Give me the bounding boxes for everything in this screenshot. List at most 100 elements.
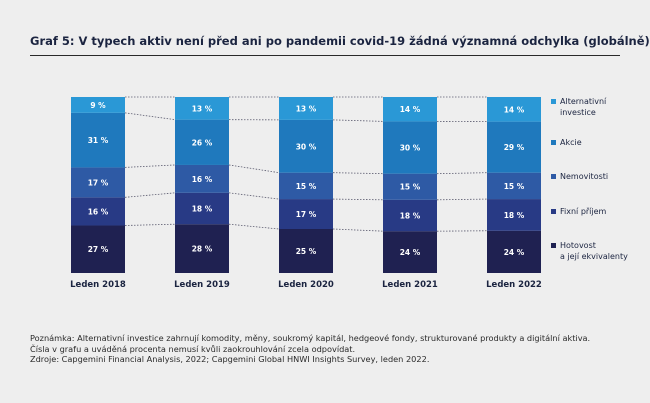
- bar-stacks: 27 %16 %17 %31 %9 %28 %18 %16 %26 %13 %2…: [71, 97, 541, 273]
- data-label: 13 %: [192, 104, 213, 113]
- bar-segment: [279, 172, 333, 200]
- connector-line: [332, 198, 384, 201]
- legend-swatch: [551, 209, 556, 214]
- legend-swatch: [551, 140, 556, 145]
- data-label: 29 %: [504, 143, 525, 152]
- data-label: 30 %: [296, 142, 317, 151]
- legend-label: a její ekvivalenty: [560, 252, 628, 261]
- data-label: 27 %: [88, 245, 109, 254]
- bar-stack: 25 % 17 % 15 % 30 % 13 %: [279, 97, 333, 273]
- bar-segment: [279, 97, 333, 120]
- data-label: 18 %: [192, 205, 213, 214]
- bar-stack: 24 % 18 % 15 % 29 % 14 %: [487, 97, 541, 273]
- legend-item: Fixní příjem: [551, 207, 607, 216]
- connector-line: [124, 223, 176, 226]
- bar-segment: [487, 172, 541, 200]
- legend-swatch: [551, 99, 556, 104]
- legend-label: investice: [560, 108, 596, 117]
- legend-swatch: [551, 174, 556, 179]
- legend-item: Nemovitosti: [551, 172, 608, 181]
- connector-line: [332, 228, 384, 232]
- connector-line: [332, 172, 384, 175]
- legend-label: Hotovost: [560, 241, 596, 250]
- data-label: 30 %: [400, 144, 421, 153]
- data-label: 15 %: [296, 182, 317, 191]
- footnote-sources: Zdroje: Capgemini Financial Analysis, 20…: [30, 354, 430, 365]
- bar-segment: [487, 97, 541, 122]
- bar-segment: [383, 173, 437, 200]
- title-divider: [30, 55, 620, 56]
- legend-label: Alternativní: [560, 97, 607, 106]
- data-label: 15 %: [504, 182, 525, 191]
- footnote-rounding: Čísla v grafu a uváděná procenta nemusí …: [30, 343, 356, 354]
- bar-segment: [175, 192, 229, 225]
- bar-segment: [383, 231, 437, 273]
- connector-line: [436, 172, 488, 175]
- connector-line: [124, 164, 176, 168]
- data-label: 17 %: [296, 210, 317, 219]
- data-label: 16 %: [192, 175, 213, 184]
- bar-segment: [71, 167, 125, 198]
- bar-segment: [71, 97, 125, 113]
- data-label: 28 %: [192, 245, 213, 254]
- connector-line: [124, 112, 176, 121]
- data-label: 24 %: [504, 248, 525, 257]
- bar-segment: [487, 230, 541, 273]
- bar-segment: [279, 229, 333, 273]
- legend-item: Alternativní investice: [551, 97, 607, 117]
- bar-segment: [383, 199, 437, 232]
- footnotes: Poznámka: Alternativní investice zahrnuj…: [30, 333, 630, 365]
- data-label: 15 %: [400, 183, 421, 192]
- x-tick-label: Leden 2022: [486, 280, 542, 290]
- bar-segment: [487, 121, 541, 173]
- bar-segment: [383, 97, 437, 122]
- stacked-bar-chart: 27 %16 %17 %31 %9 %28 %18 %16 %26 %13 %2…: [70, 96, 628, 290]
- connector-line: [124, 192, 176, 198]
- connector-line: [332, 119, 384, 122]
- x-tick-label: Leden 2018: [70, 280, 126, 290]
- bar-segment: [279, 199, 333, 229]
- legend-item: Hotovost a její ekvivalenty: [551, 241, 628, 261]
- x-tick-label: Leden 2020: [278, 280, 334, 290]
- data-label: 18 %: [504, 211, 525, 220]
- legend: Alternativní investice Akcie Nemovitosti Fix…: [551, 97, 628, 261]
- footnote-note: Poznámka: Alternativní investice zahrnuj…: [30, 333, 591, 343]
- bar-segment: [175, 224, 229, 273]
- chart-title: Graf 5: V typech aktiv není před ani po …: [30, 34, 650, 48]
- data-label: 26 %: [192, 138, 213, 147]
- bar-segment: [71, 225, 125, 273]
- legend-item: Akcie: [551, 138, 582, 147]
- data-label: 14 %: [504, 105, 525, 114]
- data-label: 24 %: [400, 248, 421, 257]
- data-label: 25 %: [296, 247, 317, 256]
- bar-stack: 24 % 18 % 15 % 30 % 14 %: [383, 97, 437, 273]
- bar-stack: 27 % 16 % 17 % 31 % 9 %: [71, 97, 125, 273]
- legend-label: Nemovitosti: [560, 172, 608, 181]
- connector-lines: [124, 96, 488, 232]
- bar-segment: [71, 112, 125, 168]
- data-label: 9 %: [90, 101, 106, 110]
- connector-line: [228, 164, 280, 174]
- connector-line: [228, 192, 280, 200]
- data-label: 13 %: [296, 104, 317, 113]
- bar-segment: [71, 197, 125, 226]
- connector-line: [228, 223, 280, 230]
- connector-line: [436, 198, 488, 201]
- bar-stack: 28 % 18 % 16 % 26 % 13 %: [175, 97, 229, 273]
- bar-segment: [175, 119, 229, 165]
- legend-swatch: [551, 243, 556, 248]
- x-axis-labels: Leden 2018 Leden 2019 Leden 2020 Leden 2021…: [70, 280, 542, 290]
- legend-label: Fixní příjem: [560, 207, 607, 216]
- data-label: 18 %: [400, 211, 421, 220]
- bar-segment: [279, 119, 333, 173]
- bar-segment: [383, 121, 437, 174]
- bar-segment: [175, 97, 229, 120]
- x-tick-label: Leden 2021: [382, 280, 438, 290]
- x-tick-label: Leden 2019: [174, 280, 230, 290]
- bar-segment: [487, 199, 541, 231]
- bar-segment: [175, 164, 229, 193]
- legend-label: Akcie: [560, 138, 582, 147]
- data-label: 31 %: [88, 136, 109, 145]
- data-label: 17 %: [88, 178, 109, 187]
- data-label: 14 %: [400, 105, 421, 114]
